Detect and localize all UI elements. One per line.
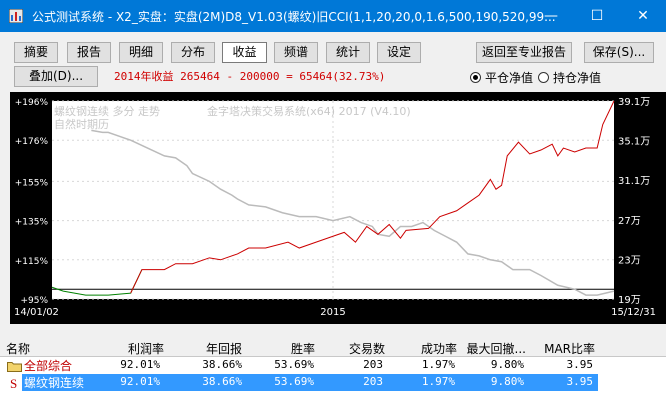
col-header-profit-rate[interactable]: 利润率 <box>127 342 164 356</box>
equity-chart-svg: +196% +176% +155% +135% +115% +95% 39.1万 35.1万 3… <box>14 97 656 318</box>
right-axis-tick: 27万 <box>618 216 641 227</box>
selection-highlight <box>22 374 598 391</box>
radio-unselected-icon <box>538 72 549 83</box>
tab-spectrum[interactable]: 频谱 <box>274 42 318 63</box>
left-axis-tick: +135% <box>15 218 49 228</box>
save-button[interactable]: 保存(S)... <box>584 42 654 63</box>
cell-profit-rate: 92.01% <box>120 375 160 388</box>
results-table: 名称 利润率 年回报 胜率 交易数 成功率 最大回撤... MAR比率 全部综合… <box>0 337 666 400</box>
back-to-report-button[interactable]: 返回至专业报告 <box>476 42 572 63</box>
window-title: 公式测试系统 - X2_实盘：实盘(2M)D8_V1.03(螺纹)旧CCI(1,… <box>32 10 556 24</box>
col-header-success-rate[interactable]: 成功率 <box>420 342 457 356</box>
minimize-button[interactable]: — <box>544 8 558 24</box>
close-button[interactable]: ✕ <box>637 8 649 24</box>
tab-distribution[interactable]: 分布 <box>171 42 215 63</box>
radio-close-equity[interactable]: 平仓净值 <box>470 69 533 86</box>
tab-settings[interactable]: 设定 <box>377 42 421 63</box>
left-axis-tick: +115% <box>15 257 49 267</box>
right-axis-tick: 19万 <box>618 295 641 306</box>
title-bar: 公式测试系统 - X2_实盘：实盘(2M)D8_V1.03(螺纹)旧CCI(1,… <box>0 0 666 32</box>
tab-report[interactable]: 报告 <box>67 42 111 63</box>
strategy-s-icon: S <box>10 376 17 390</box>
equity-chart: +196% +176% +155% +135% +115% +95% 39.1万 35.1万 3… <box>10 92 666 324</box>
left-axis-tick: +155% <box>15 178 49 188</box>
row-name: 全部综合 <box>24 359 73 373</box>
col-header-win-rate[interactable]: 胜率 <box>290 342 315 356</box>
col-header-trade-count[interactable]: 交易数 <box>348 342 385 356</box>
tab-returns[interactable]: 收益 <box>222 42 267 63</box>
table-header: 名称 利润率 年回报 胜率 交易数 成功率 最大回撤... MAR比率 <box>0 337 666 357</box>
radio-selected-icon <box>470 72 481 83</box>
left-axis-tick: +95% <box>20 296 48 306</box>
x-axis-tick: 14/01/02 <box>14 307 59 318</box>
radio-close-equity-label: 平仓净值 <box>485 71 534 85</box>
col-header-max-drawdown[interactable]: 最大回撤... <box>466 342 526 356</box>
cell-max-drawdown: 9.80% <box>490 375 524 388</box>
right-axis-tick: 23万 <box>618 255 641 266</box>
radio-position-equity-label: 持仓净值 <box>553 71 602 85</box>
cell-win-rate: 53.69% <box>274 358 314 371</box>
left-axis-tick: +196% <box>15 98 49 108</box>
cell-success-rate: 1.97% <box>421 375 455 388</box>
svg-text:S: S <box>10 376 17 390</box>
folder-icon <box>7 362 22 372</box>
row-name: 螺纹钢连续 <box>24 376 85 390</box>
col-header-mar-ratio[interactable]: MAR比率 <box>544 342 595 356</box>
cell-max-drawdown: 9.80% <box>490 358 524 371</box>
watermark-title: 螺纹钢连续 多分 走势 <box>54 104 160 118</box>
app-icon <box>9 9 23 23</box>
cell-annual-return: 38.66% <box>202 375 242 388</box>
series-line-equity <box>130 100 615 294</box>
right-axis-tick: 35.1万 <box>618 137 650 148</box>
cell-trade-count: 203 <box>363 375 383 388</box>
maximize-button[interactable]: ☐ <box>590 8 604 24</box>
x-axis-tick: 15/12/31 <box>611 307 656 318</box>
tab-summary[interactable]: 摘要 <box>14 42 58 63</box>
table-row[interactable]: 全部综合 92.01% 38.66% 53.69% 203 1.97% 9.80… <box>0 357 666 374</box>
cell-annual-return: 38.66% <box>202 358 242 371</box>
cell-success-rate: 1.97% <box>421 358 455 371</box>
cell-profit-rate: 92.01% <box>120 358 160 371</box>
watermark-subtitle: 自然时期历 <box>54 117 109 131</box>
tab-details[interactable]: 明细 <box>119 42 163 63</box>
col-header-annual-return[interactable]: 年回报 <box>205 342 242 356</box>
series-line-price <box>91 129 615 296</box>
radio-position-equity[interactable]: 持仓净值 <box>538 69 601 86</box>
right-axis-tick: 39.1万 <box>618 97 650 108</box>
cell-win-rate: 53.69% <box>274 375 314 388</box>
left-axis-tick: +176% <box>15 137 49 147</box>
overlay-button[interactable]: 叠加(D)... <box>14 66 98 87</box>
cell-trade-count: 203 <box>363 358 383 371</box>
tab-statistics[interactable]: 统计 <box>326 42 370 63</box>
col-header-name[interactable]: 名称 <box>6 342 31 356</box>
right-axis-tick: 31.1万 <box>618 176 650 187</box>
table-row[interactable]: S 螺纹钢连续 92.01% 38.66% 53.69% 203 1.97% 9… <box>0 374 666 391</box>
cell-mar-ratio: 3.95 <box>566 375 594 388</box>
x-axis-tick: 2015 <box>320 307 345 318</box>
cell-mar-ratio: 3.95 <box>566 358 594 371</box>
watermark-brand: 金字塔决策交易系统(x64) 2017 (V4.10) <box>207 104 411 118</box>
profit-summary: 2014年收益 265464 - 200000 = 65464(32.73%) <box>114 70 386 83</box>
